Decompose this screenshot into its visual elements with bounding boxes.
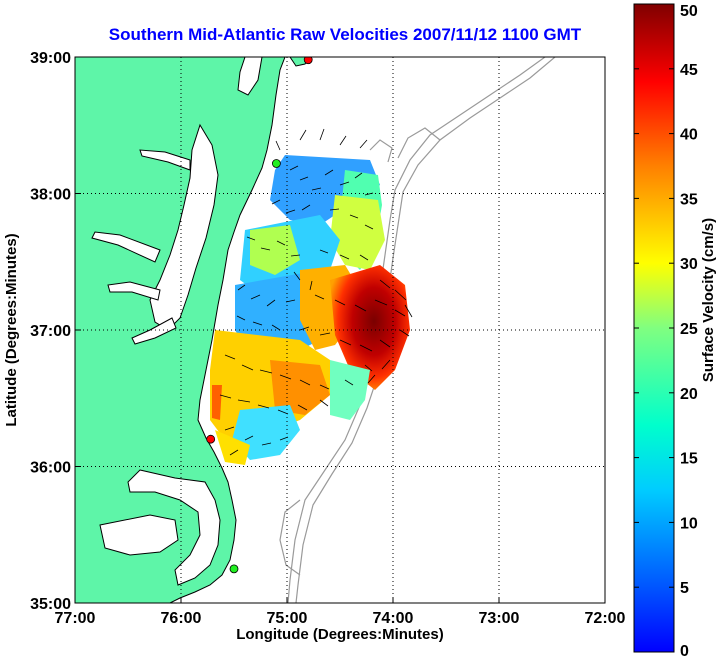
y-tick-label: 36:00	[30, 460, 71, 477]
map-layers	[75, 57, 605, 603]
y-axis: 39:00 38:00 37:00 36:00 35:00	[30, 50, 81, 613]
x-tick-label: 77:00	[55, 610, 96, 627]
colorbar-tick-label: 40	[680, 127, 698, 144]
x-tick-label: 76:00	[161, 610, 202, 627]
y-axis-label: Latitude (Degrees:Minutes)	[3, 233, 20, 426]
river-inlet	[107, 281, 161, 301]
colorbar-tick-label: 50	[680, 3, 698, 20]
x-tick-label: 73:00	[479, 610, 520, 627]
map-title: Southern Mid-Atlantic Raw Velocities 200…	[109, 25, 582, 44]
grid-lines	[75, 57, 605, 603]
x-tick-label: 74:00	[373, 610, 414, 627]
colorbar-tick-label: 5	[680, 580, 689, 597]
x-tick-label: 75:00	[267, 610, 308, 627]
colorbar-tick-label: 35	[680, 191, 698, 208]
colorbar-label: Surface Velocity (cm/s)	[700, 218, 717, 382]
x-axis-label: Longitude (Degrees:Minutes)	[236, 626, 444, 643]
station-marker	[271, 159, 281, 168]
y-tick-label: 39:00	[30, 50, 71, 67]
colorbar-tick-label: 30	[680, 256, 698, 273]
delaware-bay	[237, 57, 263, 96]
velocity-field	[210, 128, 413, 465]
river-inlet	[139, 149, 191, 171]
colorbar-tick-label: 10	[680, 515, 698, 532]
current-vectors	[219, 128, 413, 456]
colorbar-tick-label: 0	[680, 643, 689, 659]
x-tick-label: 72:00	[585, 610, 626, 627]
station-marker	[206, 434, 216, 444]
river-inlet	[131, 317, 177, 345]
river-inlet	[91, 231, 161, 263]
y-tick-label: 35:00	[30, 596, 71, 613]
colorbar	[633, 3, 675, 653]
x-axis: 77:00 76:00 75:00 74:00 73:00 72:00	[55, 597, 626, 627]
colorbar-tick-label: 25	[680, 321, 698, 338]
y-tick-label: 38:00	[30, 187, 71, 204]
colorbar-tick-label: 20	[680, 386, 698, 403]
y-tick-label: 37:00	[30, 323, 71, 340]
colorbar-tick-label: 15	[680, 451, 698, 468]
colorbar-ticks: 0 5 10 15 20 25 30 35 40 45 50	[634, 3, 698, 659]
pamlico-sound	[127, 469, 221, 586]
station-marker	[303, 57, 313, 65]
colorbar-tick-label: 45	[680, 62, 698, 79]
station-markers	[206, 57, 313, 574]
pamlico-sound	[99, 514, 179, 556]
station-marker	[229, 564, 239, 574]
